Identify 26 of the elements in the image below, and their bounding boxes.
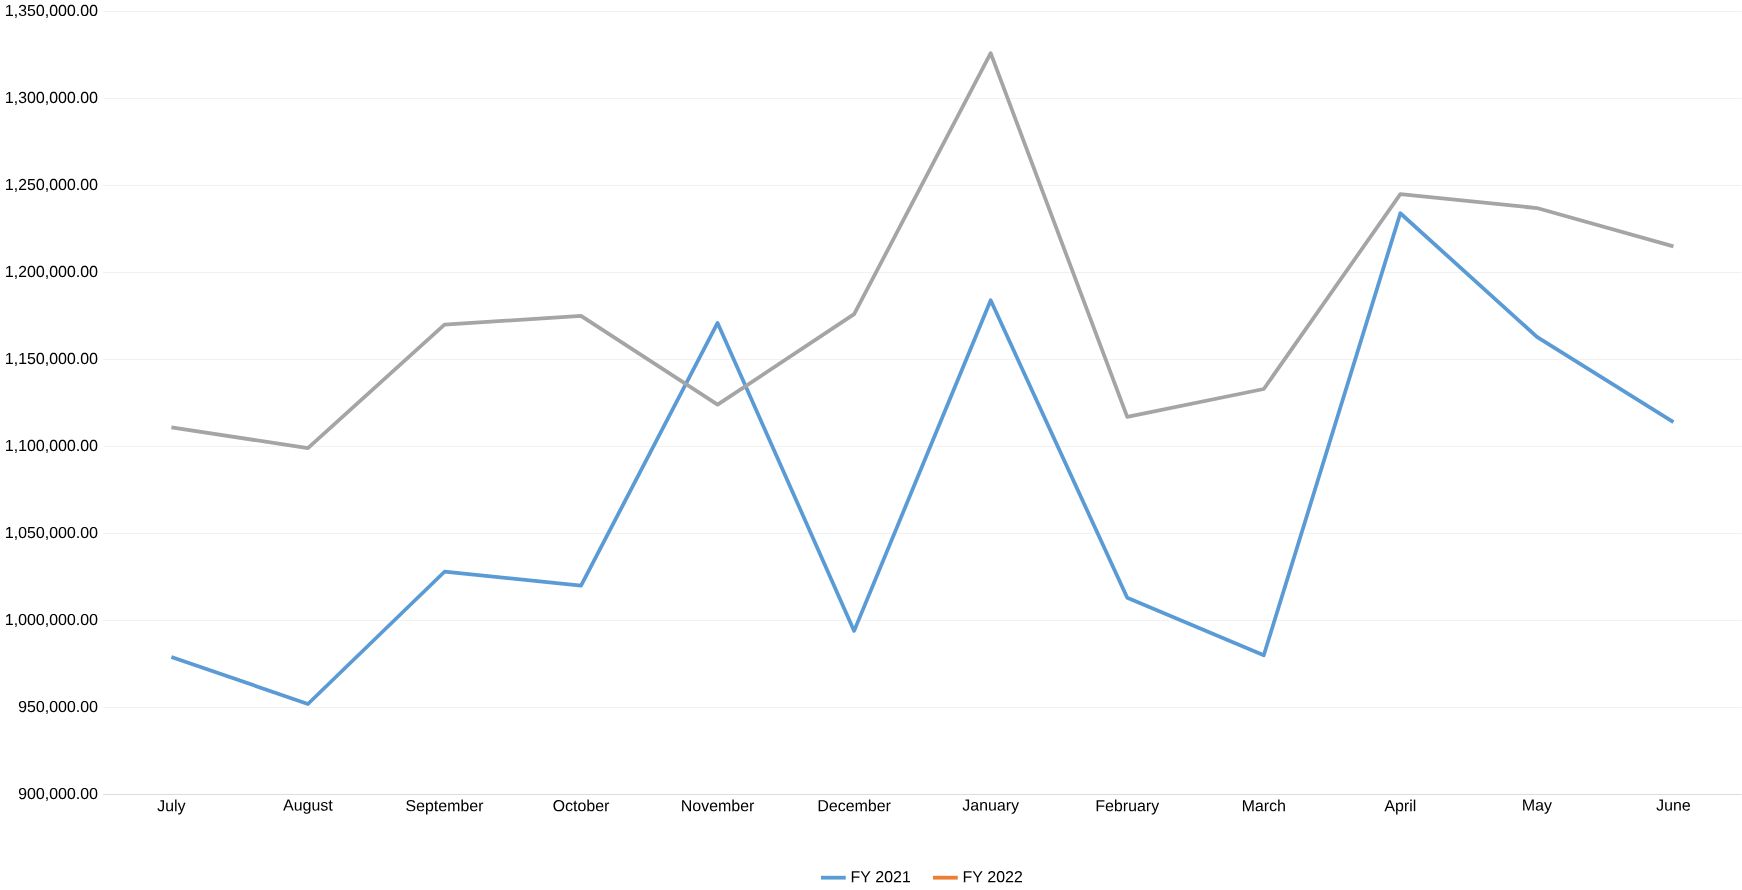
- y-tick-label: 1,100,000.00: [6, 439, 98, 453]
- x-tick-label: September: [406, 799, 484, 815]
- x-tick-label: August: [283, 799, 333, 814]
- x-tick-label: December: [818, 799, 891, 812]
- y-tick-label: 1,250,000.00: [6, 178, 98, 192]
- y-tick-label: 1,300,000.00: [6, 91, 98, 105]
- y-tick-label: 1,150,000.00: [6, 352, 98, 366]
- x-tick-label: April: [1384, 799, 1416, 815]
- x-tick-label: June: [1656, 799, 1691, 811]
- x-tick-label: May: [1523, 799, 1552, 814]
- y-tick-label: 900,000.00: [18, 787, 98, 801]
- y-tick-label: 950,000.00: [18, 700, 98, 714]
- y-tick-label: 1,050,000.00: [6, 526, 98, 540]
- y-tick-label: 1,000,000.00: [6, 613, 98, 627]
- y-tick-label: 1,200,000.00: [6, 265, 98, 279]
- line-series: [169, 51, 1676, 451]
- x-tick-label: October: [553, 799, 610, 812]
- x-tick-label: July: [157, 799, 186, 815]
- legend-label: FY 2021: [851, 870, 911, 883]
- x-tick-label: March: [1242, 799, 1285, 812]
- line-series: [169, 211, 1676, 706]
- y-tick-label: 1,350,000.00: [6, 4, 98, 18]
- x-tick-label: January: [962, 799, 1020, 814]
- x-tick-label: November: [682, 799, 755, 812]
- x-tick-label: February: [1096, 799, 1160, 815]
- legend-label: FY 2022: [963, 870, 1023, 883]
